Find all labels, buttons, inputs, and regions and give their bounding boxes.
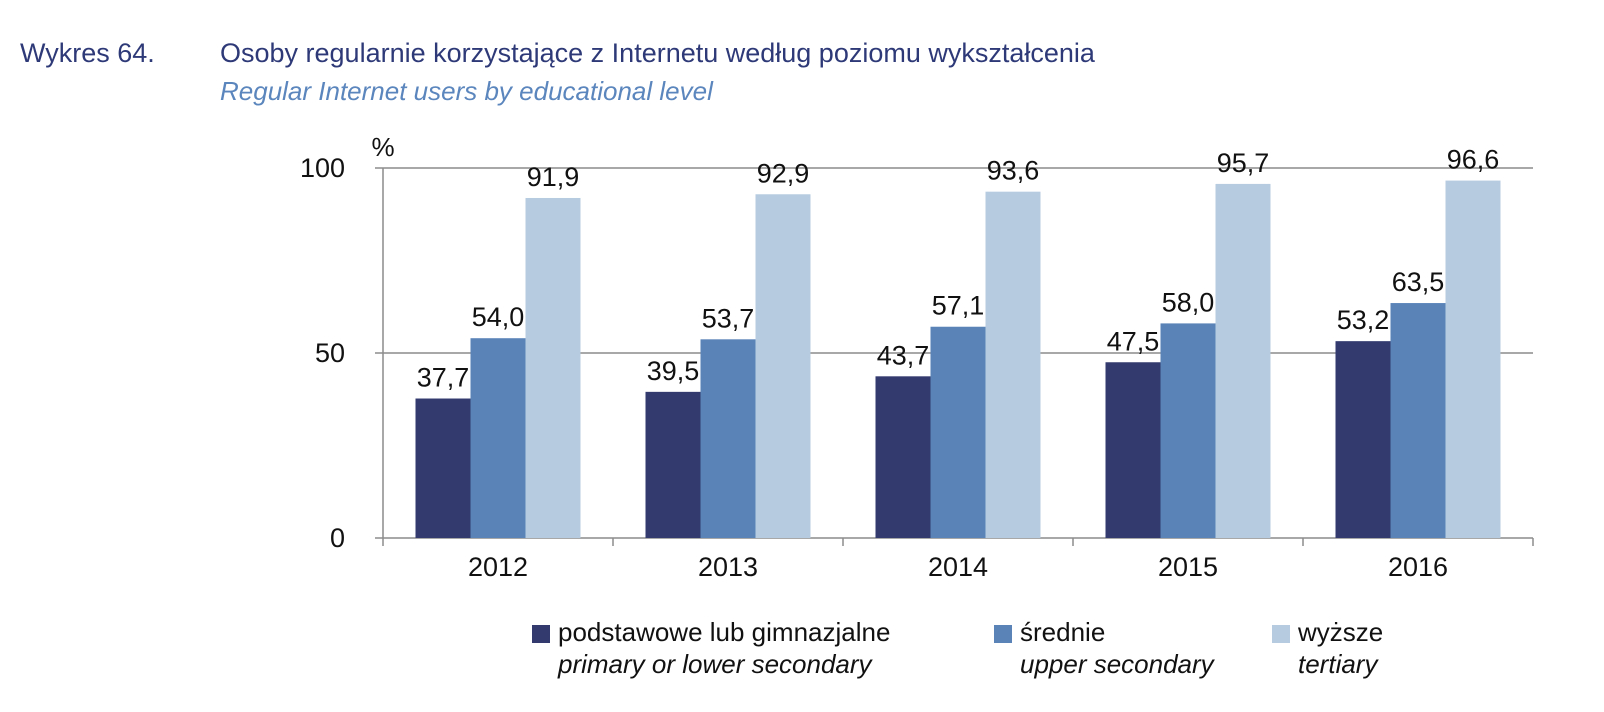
data-label: 95,7 xyxy=(1217,148,1270,178)
data-label: 63,5 xyxy=(1392,267,1445,297)
data-label: 53,2 xyxy=(1337,305,1390,335)
data-label: 53,7 xyxy=(702,303,755,333)
y-tick-label: 0 xyxy=(330,523,345,553)
data-label: 96,6 xyxy=(1447,145,1500,175)
x-tick-label: 2015 xyxy=(1158,552,1218,582)
data-label: 37,7 xyxy=(417,363,470,393)
x-tick-label: 2016 xyxy=(1388,552,1448,582)
legend-swatch-primary xyxy=(532,625,550,643)
data-label: 54,0 xyxy=(472,302,525,332)
chart-title: Osoby regularnie korzystające z Internet… xyxy=(220,38,1095,68)
chart-legend: podstawowe lub gimnazjalne primary or lo… xyxy=(0,616,1604,686)
bar xyxy=(415,398,471,538)
legend-label-upper-secondary-pl: średnie xyxy=(1020,617,1106,647)
data-label: 91,9 xyxy=(527,162,580,192)
data-label: 58,0 xyxy=(1162,287,1215,317)
bar xyxy=(700,339,756,538)
bar xyxy=(875,376,931,538)
bar xyxy=(930,326,986,538)
data-label: 43,7 xyxy=(877,340,930,370)
y-tick-label: 50 xyxy=(315,338,345,368)
legend-item-upper-secondary: średnie upper secondary xyxy=(994,616,1214,680)
legend-label-primary-en: primary or lower secondary xyxy=(558,649,872,679)
bar-chart: 0 50 100% 37,7 54,0 91,9 2012 39,553,7 92,9 2013 4… xyxy=(300,132,1534,582)
data-label: 57,1 xyxy=(932,291,985,321)
legend-swatch-upper-secondary xyxy=(994,625,1012,643)
bar xyxy=(985,191,1041,538)
legend-label-upper-secondary-en: upper secondary xyxy=(1020,649,1214,679)
bar xyxy=(1160,323,1216,538)
bar xyxy=(1390,303,1446,538)
y-unit-label: % xyxy=(371,132,394,162)
legend-label-primary-pl: podstawowe lub gimnazjalne xyxy=(558,617,891,647)
chart-subtitle: Regular Internet users by educational le… xyxy=(220,76,713,106)
legend-label-tertiary-pl: wyższe xyxy=(1298,617,1384,647)
legend-label-tertiary-en: tertiary xyxy=(1298,649,1378,679)
legend-swatch-tertiary xyxy=(1272,625,1290,643)
data-label: 47,5 xyxy=(1107,326,1160,356)
bar xyxy=(755,194,811,538)
x-tick-label: 2014 xyxy=(928,552,988,582)
legend-item-tertiary: wyższe tertiary xyxy=(1272,616,1383,680)
bar xyxy=(645,391,701,538)
bar xyxy=(470,338,526,538)
bar xyxy=(1335,341,1391,538)
data-label: 93,6 xyxy=(987,156,1040,186)
bar xyxy=(1445,180,1501,538)
legend-item-primary: podstawowe lub gimnazjalne primary or lo… xyxy=(532,616,890,680)
figure-label: Wykres 64. xyxy=(20,38,155,68)
bar xyxy=(1215,183,1271,538)
x-tick-label: 2013 xyxy=(698,552,758,582)
data-label: 39,5 xyxy=(647,356,700,386)
bar xyxy=(525,197,581,538)
bar xyxy=(1105,362,1161,538)
y-tick-label: 100 xyxy=(300,153,345,183)
data-label: 92,9 xyxy=(757,158,810,188)
x-tick-label: 2012 xyxy=(468,552,528,582)
